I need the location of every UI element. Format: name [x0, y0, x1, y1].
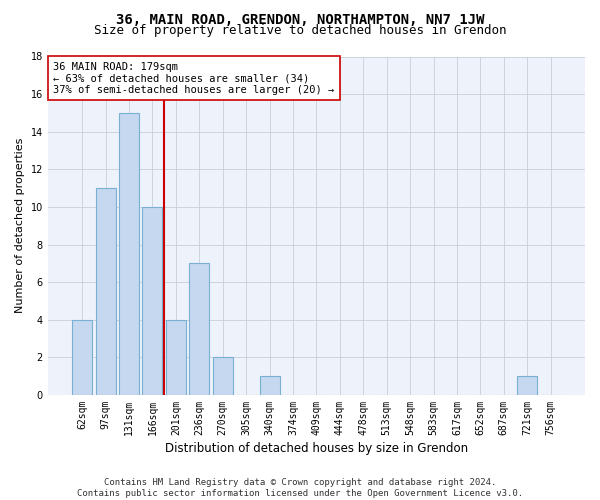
- Bar: [119, 113, 139, 395]
- Bar: [260, 376, 280, 395]
- Bar: [166, 320, 186, 395]
- X-axis label: Distribution of detached houses by size in Grendon: Distribution of detached houses by size …: [165, 442, 468, 455]
- Y-axis label: Number of detached properties: Number of detached properties: [15, 138, 25, 314]
- Text: Size of property relative to detached houses in Grendon: Size of property relative to detached ho…: [94, 24, 506, 37]
- Text: Contains HM Land Registry data © Crown copyright and database right 2024.
Contai: Contains HM Land Registry data © Crown c…: [77, 478, 523, 498]
- Bar: [72, 320, 92, 395]
- Bar: [142, 207, 163, 395]
- Text: 36, MAIN ROAD, GRENDON, NORTHAMPTON, NN7 1JW: 36, MAIN ROAD, GRENDON, NORTHAMPTON, NN7…: [116, 12, 484, 26]
- Bar: [190, 264, 209, 395]
- Text: 36 MAIN ROAD: 179sqm
← 63% of detached houses are smaller (34)
37% of semi-detac: 36 MAIN ROAD: 179sqm ← 63% of detached h…: [53, 62, 334, 95]
- Bar: [517, 376, 537, 395]
- Bar: [213, 358, 233, 395]
- Bar: [95, 188, 116, 395]
